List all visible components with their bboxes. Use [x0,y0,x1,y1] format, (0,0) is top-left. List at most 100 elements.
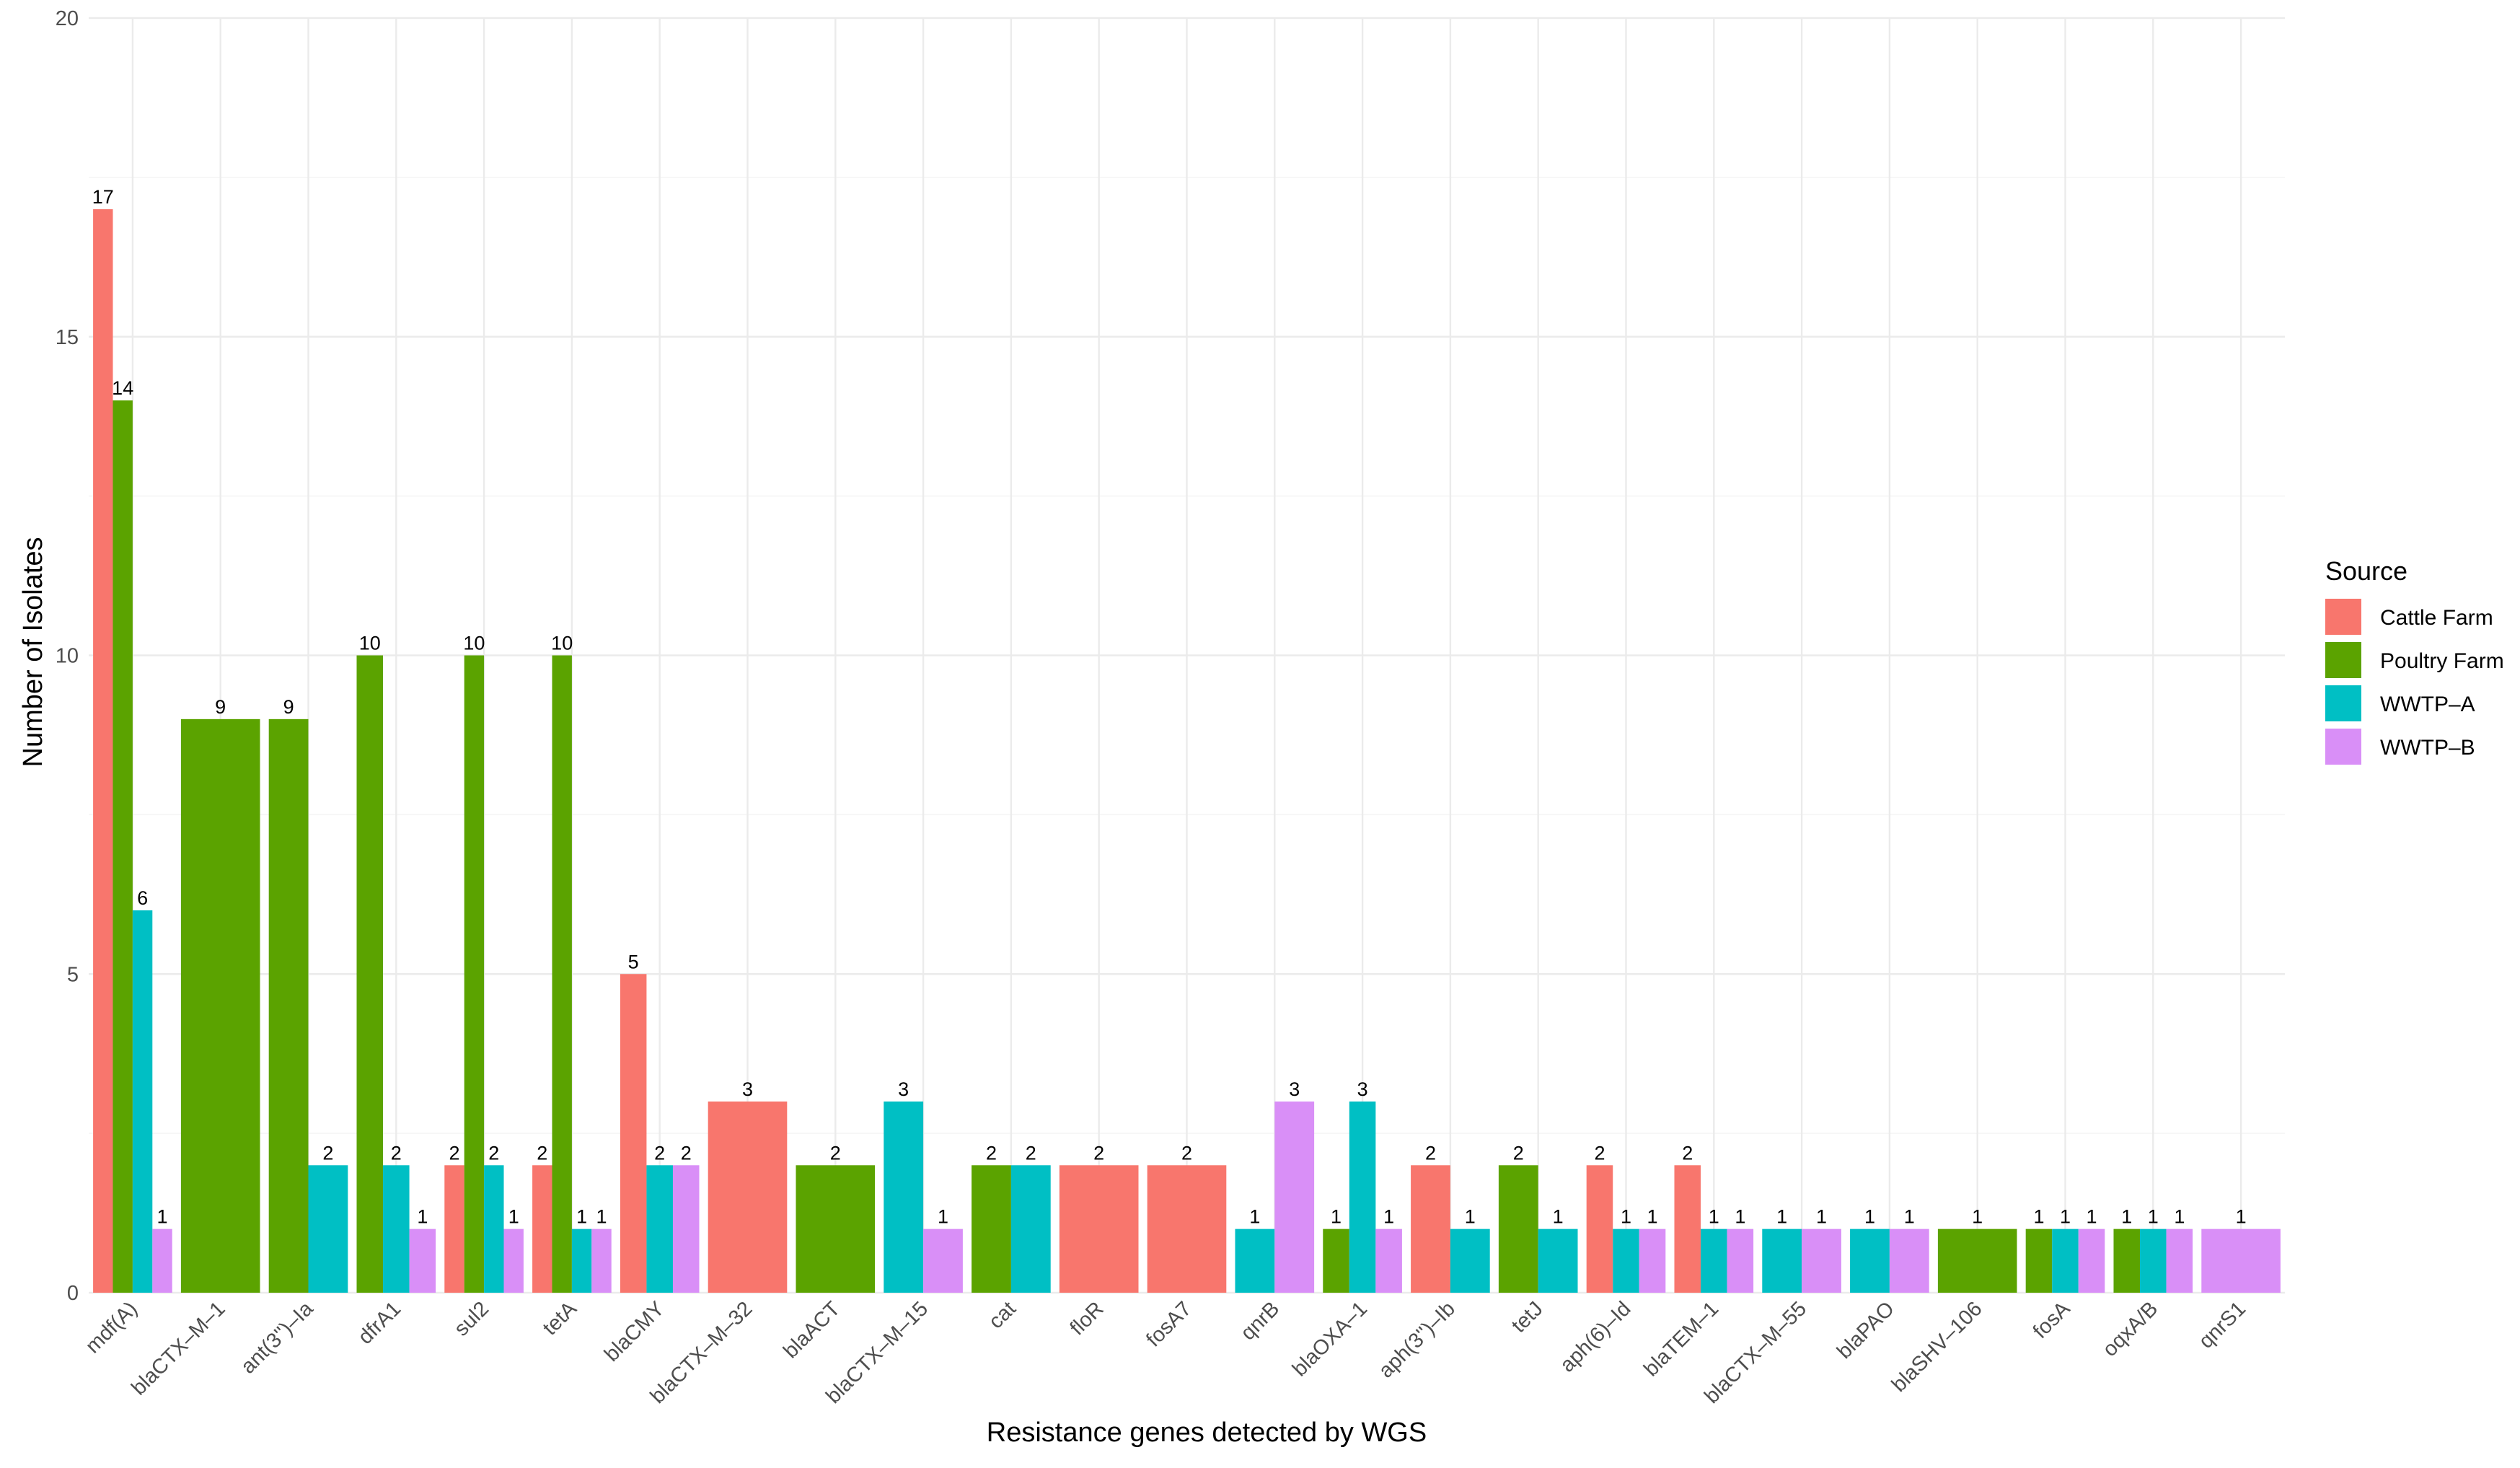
bar-value-label: 10 [463,633,485,654]
bar-value-label: 1 [2236,1206,2247,1228]
bar [444,1165,464,1293]
bar-value-label: 2 [1181,1142,1192,1164]
legend-key [2325,599,2361,635]
bar-value-label: 5 [628,951,639,972]
bar [268,718,309,1293]
bar [646,1165,673,1293]
y-axis-title: Number of Isolates [18,537,48,768]
x-tick-label: qnrS1 [2195,1297,2250,1353]
x-axis-ticks: mdf(A)blaCTX–M–1 ant(3'')–Ia dfrA1 sul2 tetA… [81,1297,2250,1408]
x-tick-label: ant(3'')–Ia [237,1297,318,1379]
bar-value-label: 3 [1357,1078,1368,1100]
bar [1274,1101,1315,1293]
bar [532,1165,552,1293]
bar [591,1229,612,1293]
bar-value-label: 1 [2033,1206,2044,1228]
y-tick-label: 0 [67,1282,79,1305]
bar-value-label: 1 [1647,1206,1658,1228]
bar [1010,1165,1051,1293]
bar-value-label: 10 [359,633,381,654]
bar [2166,1229,2193,1293]
x-tick-label: blaTEM–1 [1639,1297,1723,1381]
bar [672,1165,700,1293]
x-tick-label: sul2 [450,1297,493,1340]
bar-value-label: 1 [576,1206,587,1228]
bar [2052,1229,2079,1293]
bar-value-label: 2 [654,1142,665,1164]
bar-value-label: 1 [2121,1206,2132,1228]
x-tick-label: aph(6)–Id [1556,1297,1635,1376]
bar-value-label: 3 [742,1078,753,1100]
bar [2113,1229,2141,1293]
bar-value-label: 1 [1331,1206,1341,1228]
bar [383,1165,410,1293]
bar [1235,1229,1275,1293]
bar-value-label: 17 [92,186,114,208]
bar [152,1229,172,1293]
bar [884,1101,924,1293]
bar-value-label: 1 [1904,1206,1915,1228]
bar [484,1165,504,1293]
bar-value-label: 6 [137,887,148,909]
bar-value-label: 3 [898,1078,909,1100]
x-tick-label: floR [1066,1297,1109,1340]
bar [308,1165,348,1293]
bar-value-label: 1 [1735,1206,1745,1228]
legend-label: WWTP–A [2380,693,2475,716]
bar-value-label: 2 [1513,1142,1524,1164]
bar [708,1101,788,1293]
x-tick-label: dfrA1 [354,1297,406,1349]
bar [503,1229,524,1293]
y-tick-label: 20 [56,7,79,30]
bar-value-label: 1 [1864,1206,1875,1228]
bar [2140,1229,2167,1293]
bar [972,1165,1011,1293]
bar [1538,1229,1578,1293]
legend-label: Cattle Farm [2380,606,2493,630]
bar [2201,1229,2281,1293]
bar-value-label: 9 [215,696,226,718]
bar-value-label: 14 [112,377,133,399]
bar [180,718,260,1293]
bar [1701,1229,1727,1293]
y-tick-label: 5 [67,963,79,986]
y-tick-label: 10 [56,645,79,668]
bar-value-label: 9 [283,696,294,718]
bar [1450,1229,1490,1293]
x-tick-label: fosA7 [1142,1297,1196,1351]
bar [409,1229,436,1293]
bar [464,655,485,1293]
bar [1147,1165,1227,1293]
bar-value-label: 1 [938,1206,948,1228]
bar-value-label: 1 [2174,1206,2185,1228]
bar [620,974,647,1293]
x-tick-label: blaCTX–M–1 [127,1297,229,1399]
bar [1889,1229,1929,1293]
bar [552,655,572,1293]
x-tick-label: blaOXA–1 [1288,1297,1372,1381]
bar-value-label: 1 [417,1206,428,1228]
y-axis-ticks: 0 5 10 15 20 [56,7,79,1305]
bar-value-label: 1 [1553,1206,1564,1228]
y-tick-label: 15 [56,326,79,349]
bar [1850,1229,1890,1293]
legend: Source Cattle Farm Poultry Farm WWTP–A WWTP… [2325,556,2504,765]
bar [2078,1229,2105,1293]
bar-value-label: 1 [157,1206,167,1228]
bar [1375,1229,1402,1293]
bar [1639,1229,1666,1293]
bar-value-label: 1 [2148,1206,2159,1228]
bar-value-label: 1 [596,1206,607,1228]
bar-value-label: 1 [508,1206,519,1228]
bar [1937,1229,2017,1293]
x-tick-label: aph(3'')–Ib [1375,1297,1460,1382]
bar [571,1229,592,1293]
bar-value-label: 1 [1249,1206,1260,1228]
bar-value-label: 2 [986,1142,997,1164]
bar [356,655,384,1293]
bar-value-label: 1 [1621,1206,1631,1228]
bar-value-label: 2 [1093,1142,1104,1164]
bar [1323,1229,1349,1293]
